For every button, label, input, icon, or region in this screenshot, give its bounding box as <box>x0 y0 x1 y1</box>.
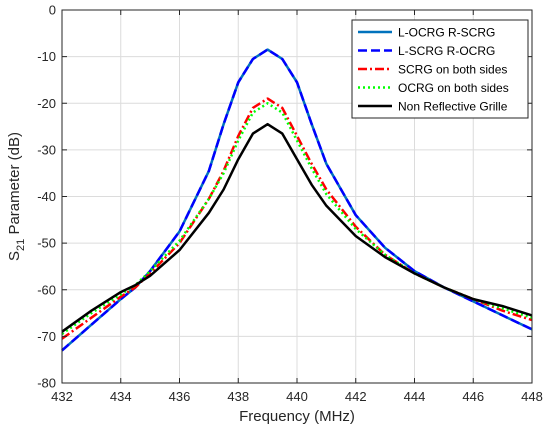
x-tick-label-5: 442 <box>345 389 367 404</box>
legend-label-3: OCRG on both sides <box>398 81 509 95</box>
y-axis-label-rest: Parameter (dB) <box>6 132 23 239</box>
y-tick-label-2: -20 <box>37 96 56 111</box>
x-tick-label-6: 444 <box>404 389 426 404</box>
legend-label-1: L-SCRG R-OCRG <box>398 44 495 58</box>
y-axis-label: S21 Parameter (dB) <box>6 132 27 261</box>
y-axis-label-subscript: 21 <box>15 239 27 251</box>
axis-ticks: 432 434 436 438 440 442 444 446 448 0 -10 -20 -30 -40… <box>37 3 543 405</box>
x-tick-label-8: 448 <box>521 389 543 404</box>
legend-label-2: SCRG on both sides <box>398 63 507 77</box>
y-tick-label-4: -40 <box>37 189 56 204</box>
x-tick-label-1: 434 <box>110 389 132 404</box>
y-axis-label-main: S <box>6 251 23 261</box>
y-tick-label-3: -30 <box>37 142 56 157</box>
x-tick-label-0: 432 <box>51 389 73 404</box>
y-tick-label-8: -80 <box>37 376 56 391</box>
x-tick-label-2: 436 <box>169 389 191 404</box>
x-axis-label: Frequency (MHz) <box>239 408 355 425</box>
legend: L-OCRG R-SCRG L-SCRG R-OCRG SCRG on both s… <box>351 19 529 119</box>
plot-lines <box>61 48 533 352</box>
legend-label-0: L-OCRG R-SCRG <box>398 26 495 40</box>
x-tick-label-7: 446 <box>462 389 484 404</box>
y-tick-label-6: -60 <box>37 282 56 297</box>
y-tick-label-7: -70 <box>37 329 56 344</box>
y-tick-label-0: 0 <box>49 3 56 18</box>
series-line-4 <box>61 122 533 333</box>
x-tick-label-4: 440 <box>286 389 308 404</box>
y-tick-label-5: -50 <box>37 236 56 251</box>
x-tick-label-3: 438 <box>227 389 249 404</box>
legend-label-4: Non Reflective Grille <box>398 100 508 114</box>
y-tick-label-1: -10 <box>37 49 56 64</box>
